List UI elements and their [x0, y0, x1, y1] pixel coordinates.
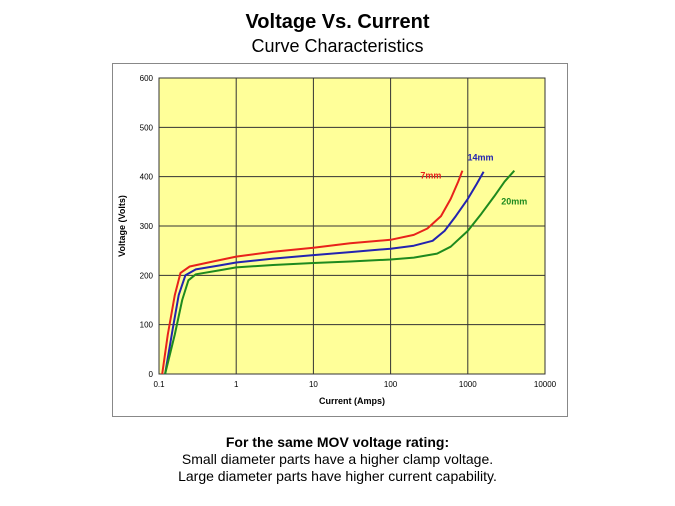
voltage-current-chart: 0 100 200 300 400 500 600 0.1 1 10 100 1000 10000 7m… [112, 63, 568, 417]
series-label-14mm: 14mm [468, 153, 494, 163]
x-tick-label: 1000 [459, 380, 477, 389]
x-axis-label: Current (Amps) [319, 396, 385, 406]
y-tick-label: 600 [140, 74, 154, 83]
y-tick-label: 400 [140, 173, 154, 182]
y-tick-label: 500 [140, 123, 154, 132]
series-line-20mm [164, 170, 516, 375]
x-tick-label: 10 [309, 380, 318, 389]
chart-container: 0 100 200 300 400 500 600 0.1 1 10 100 1000 10000 7m… [112, 63, 568, 417]
y-tick-label: 100 [140, 321, 154, 330]
series-lines [161, 170, 516, 375]
caption-line-small: Small diameter parts have a higher clamp… [181, 451, 494, 467]
series-line-14mm [164, 171, 485, 375]
caption: For the same MOV voltage rating: Small d… [0, 434, 675, 485]
y-axis-label: Voltage (Volts) [117, 195, 127, 257]
x-tick-label: 100 [384, 380, 398, 389]
y-tick-label: 200 [140, 271, 154, 280]
series-label-20mm: 20mm [501, 196, 527, 206]
caption-heading: For the same MOV voltage rating: [225, 434, 450, 450]
chart-subtitle: Curve Characteristics [251, 36, 424, 56]
y-tick-label: 0 [149, 370, 154, 379]
y-tick-label: 300 [140, 222, 154, 231]
series-label-7mm: 7mm [420, 171, 441, 181]
series-line-7mm [161, 170, 464, 375]
x-tick-label: 1 [234, 380, 239, 389]
series-labels: 7mm 14mm 20mm [420, 153, 527, 207]
chart-title: Voltage Vs. Current [245, 11, 430, 33]
tick-labels: 0 100 200 300 400 500 600 0.1 1 10 100 1000 10000 [140, 74, 557, 389]
caption-line-large: Large diameter parts have higher current… [178, 468, 497, 484]
x-tick-label: 10000 [534, 380, 557, 389]
x-tick-label: 0.1 [153, 380, 165, 389]
